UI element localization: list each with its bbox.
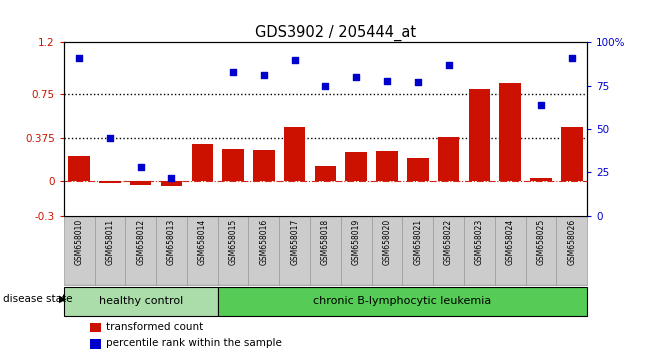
Bar [191, 144, 213, 181]
Text: GSM658020: GSM658020 [382, 219, 391, 266]
Bar [341, 216, 372, 285]
Text: GSM658018: GSM658018 [321, 219, 330, 265]
Bar [64, 216, 95, 285]
Point [320, 83, 331, 88]
Bar [253, 150, 274, 181]
Point [351, 74, 362, 80]
Point [474, 19, 484, 24]
Bar [279, 216, 310, 285]
Point [444, 62, 454, 68]
Bar [437, 137, 460, 181]
Bar [525, 216, 556, 285]
Bar [217, 287, 587, 316]
Bar [499, 83, 521, 181]
Text: GSM658012: GSM658012 [136, 219, 145, 265]
Bar [156, 216, 187, 285]
Point [197, 26, 207, 32]
Bar [561, 127, 582, 181]
Text: GSM658023: GSM658023 [475, 219, 484, 266]
Bar [556, 216, 587, 285]
Bar [372, 216, 403, 285]
Bar [284, 127, 305, 181]
Text: GSM658015: GSM658015 [229, 219, 238, 266]
Bar [468, 89, 490, 181]
Point [105, 135, 115, 141]
Point [505, 17, 515, 23]
Bar [530, 178, 552, 181]
Text: GSM658025: GSM658025 [536, 219, 546, 266]
Text: GSM658019: GSM658019 [352, 219, 361, 266]
Bar [90, 339, 101, 349]
Point [289, 57, 300, 63]
Bar [161, 181, 183, 186]
Bar [68, 156, 90, 181]
Text: GSM658011: GSM658011 [105, 219, 115, 265]
Bar [315, 166, 336, 181]
Text: healthy control: healthy control [99, 296, 183, 306]
Bar [95, 216, 125, 285]
Point [74, 55, 85, 61]
Point [535, 102, 546, 108]
Bar [64, 287, 217, 316]
Bar [495, 216, 525, 285]
Point [566, 55, 577, 61]
Bar [407, 158, 429, 181]
Text: GSM658016: GSM658016 [260, 219, 268, 266]
Text: transformed count: transformed count [105, 322, 203, 332]
Bar [403, 216, 433, 285]
Text: GSM658022: GSM658022 [444, 219, 453, 265]
Text: GSM658013: GSM658013 [167, 219, 176, 266]
Bar [125, 216, 156, 285]
Text: GSM658024: GSM658024 [506, 219, 515, 266]
Point [136, 164, 146, 170]
Bar [346, 152, 367, 181]
Point [413, 80, 423, 85]
Bar [90, 322, 101, 332]
Text: GSM658017: GSM658017 [290, 219, 299, 266]
Text: disease state: disease state [3, 294, 73, 304]
Bar [99, 181, 121, 183]
Text: GSM658026: GSM658026 [567, 219, 576, 266]
Text: chronic B-lymphocytic leukemia: chronic B-lymphocytic leukemia [313, 296, 492, 306]
Bar [464, 216, 495, 285]
Point [382, 78, 393, 84]
Bar [433, 216, 464, 285]
Text: percentile rank within the sample: percentile rank within the sample [105, 338, 282, 348]
Text: GSM658010: GSM658010 [74, 219, 84, 266]
Bar [222, 149, 244, 181]
Point [258, 73, 269, 78]
Bar [248, 216, 279, 285]
Bar [217, 216, 248, 285]
Bar [130, 181, 152, 184]
Bar [310, 216, 341, 285]
Point [227, 69, 238, 75]
Text: ▶: ▶ [59, 294, 66, 304]
Text: GSM658014: GSM658014 [198, 219, 207, 266]
Point [166, 175, 177, 181]
Bar [187, 216, 217, 285]
Text: GSM658021: GSM658021 [413, 219, 422, 265]
Text: GDS3902 / 205444_at: GDS3902 / 205444_at [255, 25, 416, 41]
Bar [376, 151, 398, 181]
